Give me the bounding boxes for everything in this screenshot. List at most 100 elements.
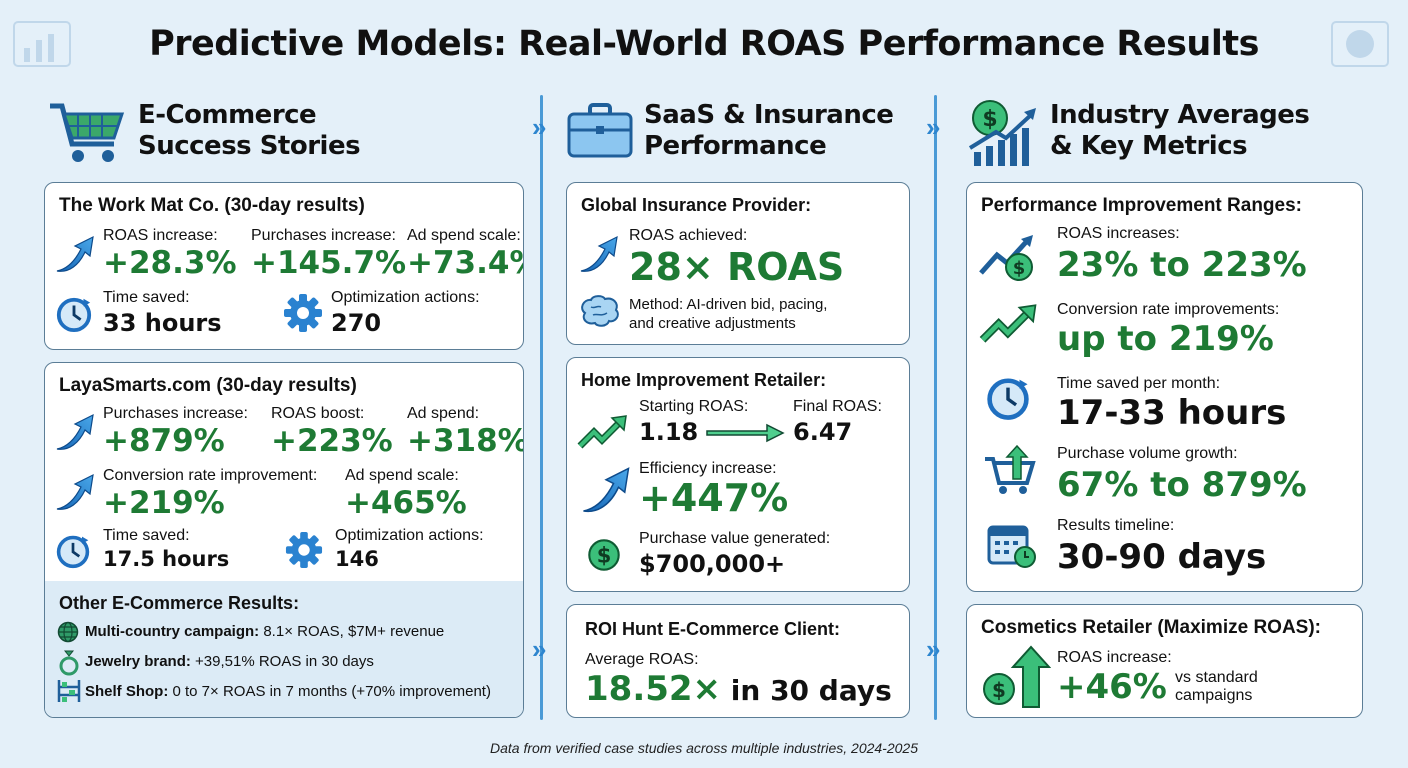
shelf-icon [57, 680, 81, 702]
range-value: up to 219% [1057, 319, 1274, 359]
pie-chart-background-icon [1331, 21, 1389, 67]
cart-up-icon [985, 445, 1036, 494]
dollar-up-arrow-icon: $ [983, 645, 1051, 708]
time-label: Time saved: [103, 527, 190, 544]
card-title: ROI Hunt E-Commerce Client: [585, 619, 841, 639]
other-result-item: Shelf Shop: 0 to 7× ROAS in 7 months (+7… [85, 683, 491, 700]
start-value: 1.18 [639, 418, 699, 446]
metric-value: +145.7% [251, 245, 407, 281]
range-value: 17-33 hours [1057, 393, 1287, 433]
roi-hunt-card: ROI Hunt E-Commerce Client: Average ROAS… [566, 604, 910, 718]
ecommerce-header: E-Commerce Success Stories [138, 100, 361, 162]
other-result-item: Jewelry brand: +39,51% ROAS in 30 days [85, 653, 374, 670]
saas-header: SaaS & Insurance Performance [644, 100, 894, 162]
chevron-right-icon: » [532, 112, 547, 142]
insurance-card: Global Insurance Provider: ROAS achieved… [566, 182, 910, 345]
metric-label: Ad spend scale: [407, 227, 521, 244]
header-line: E-Commerce [138, 100, 317, 130]
final-value: 6.47 [793, 418, 853, 446]
metric-value: 28× ROAS [629, 245, 845, 289]
footer-note: Data from verified case studies across m… [490, 740, 918, 756]
metric-value: +219% [103, 485, 225, 521]
card-title: Home Improvement Retailer: [581, 370, 827, 390]
dollar-growth-chart-icon: $ [968, 100, 1036, 166]
actions-label: Optimization actions: [335, 527, 484, 544]
range-label: Time saved per month: [1057, 375, 1221, 392]
range-value: 30-90 days [1057, 537, 1267, 577]
header-line: Industry Averages [1050, 100, 1310, 130]
card-title: The Work Mat Co. (30-day results) [59, 195, 365, 216]
page-title: Predictive Models: Real-World ROAS Perfo… [149, 24, 1259, 64]
efficiency-label: Efficiency increase: [639, 460, 777, 477]
item-name: Shelf Shop: [85, 683, 169, 700]
item-text: +39,51% ROAS in 30 days [190, 653, 374, 670]
method-line: Method: AI-driven bid, pacing, [629, 296, 828, 313]
metric-value: +465% [345, 485, 467, 521]
clock-icon [985, 375, 1031, 421]
time-value: 17.5 hours [103, 547, 230, 571]
up-arrow-icon [55, 413, 95, 453]
chevron-right-icon: » [926, 634, 941, 664]
card-title: Cosmetics Retailer (Maximize ROAS): [981, 617, 1321, 638]
purchase-value-label: Purchase value generated: [639, 530, 831, 547]
range-label: Purchase volume growth: [1057, 445, 1238, 462]
metric-label: ROAS increase: [1057, 649, 1172, 666]
item-name: Jewelry brand: [85, 653, 191, 670]
globe-icon [57, 621, 79, 643]
header-line: Performance [644, 131, 827, 161]
metric-label: Average ROAS: [585, 651, 699, 668]
metric-label: Ad spend scale: [345, 467, 459, 484]
svg-text:$: $ [982, 107, 997, 132]
metric-value: +28.3% [103, 245, 237, 281]
up-arrow-icon [55, 473, 95, 513]
roas-suffix: in 30 days [721, 674, 892, 707]
card-title: Performance Improvement Ranges: [981, 195, 1302, 216]
gear-icon [283, 293, 323, 333]
header-line: Success Stories [138, 131, 361, 161]
metric-label: ROAS boost: [271, 405, 365, 422]
actions-label: Optimization actions: [331, 289, 480, 306]
workmat-card: The Work Mat Co. (30-day results) ROAS i… [44, 182, 524, 350]
range-value: 67% to 879% [1057, 465, 1307, 505]
metric-value: 18.52× in 30 days [585, 669, 892, 709]
efficiency-value: +447% [639, 476, 789, 520]
range-label: Conversion rate improvements: [1057, 301, 1280, 318]
actions-value: 146 [335, 547, 379, 571]
shopping-cart-icon [50, 103, 125, 162]
dollar-cycle-icon [583, 534, 625, 576]
calendar-icon [987, 525, 1036, 568]
metric-label: ROAS achieved: [629, 227, 748, 244]
final-label: Final ROAS: [793, 398, 882, 415]
clock-icon [55, 533, 91, 569]
purchase-value: $700,000+ [639, 550, 786, 578]
metric-value: +223% [271, 423, 393, 459]
brain-icon [581, 295, 619, 327]
range-label: Results timeline: [1057, 517, 1175, 534]
card-title: LayaSmarts.com (30-day results) [59, 375, 357, 396]
trend-up-icon [979, 303, 1039, 349]
column-divider [934, 95, 937, 720]
bar-chart-background-icon [13, 21, 71, 67]
gear-icon [285, 531, 323, 569]
chevron-right-icon: » [532, 634, 547, 664]
metric-label: Conversion rate improvement: [103, 467, 318, 484]
ring-icon [59, 650, 79, 676]
item-text: 0 to 7× ROAS in 7 months (+70% improveme… [168, 683, 491, 700]
metric-value: +73.4% [407, 245, 523, 281]
column-divider [540, 95, 543, 720]
range-label: ROAS increases: [1057, 225, 1180, 242]
other-results-section: Other E-Commerce Results: Multi-country … [45, 581, 523, 717]
briefcase-icon [567, 103, 633, 158]
actions-value: 270 [331, 309, 382, 337]
metric-value: +879% [103, 423, 225, 459]
dollar-trend-icon: $ [979, 235, 1033, 281]
item-name: Multi-country campaign: [85, 623, 260, 640]
time-value: 33 hours [103, 309, 222, 337]
industry-header: Industry Averages & Key Metrics [1050, 100, 1310, 162]
home-improvement-card: Home Improvement Retailer: Starting ROAS… [566, 357, 910, 592]
clock-icon [55, 295, 93, 333]
metric-label: Purchases increase: [251, 227, 396, 244]
other-result-item: Multi-country campaign: 8.1× ROAS, $7M+ … [85, 623, 444, 640]
up-arrow-icon [581, 466, 631, 516]
metric-label: ROAS increase: [103, 227, 218, 244]
